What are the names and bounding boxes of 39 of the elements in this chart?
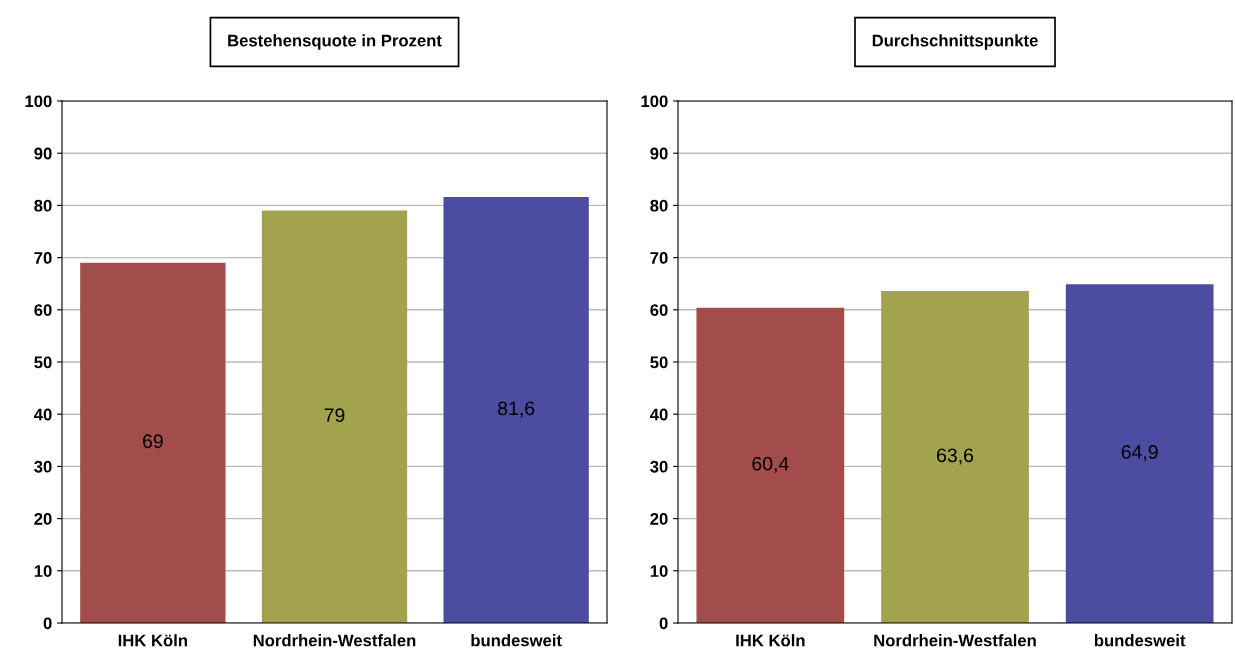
bar <box>80 262 226 623</box>
y-tick-label: 80 <box>34 199 52 212</box>
data-label: 63,6 <box>937 448 974 465</box>
y-tick-label: 10 <box>650 565 668 577</box>
y-tick-label: 100 <box>641 95 668 108</box>
data-label: 60,4 <box>752 456 789 473</box>
y-tick-label: 50 <box>34 356 52 369</box>
data-label: 64,9 <box>1121 445 1158 462</box>
y-tick-label: 70 <box>34 252 52 264</box>
x-tick-label: bundesweit <box>471 634 562 647</box>
x-tick-label: IHK Köln <box>118 634 187 647</box>
y-tick-label: 20 <box>650 513 668 525</box>
y-tick-label: 0 <box>43 617 52 630</box>
y-tick-label: 90 <box>34 147 52 160</box>
data-label: 79 <box>324 408 345 423</box>
chart-title: Durchschnittspunkte <box>872 34 1038 50</box>
data-label: 81,6 <box>498 401 535 418</box>
y-tick-label: 100 <box>25 95 52 108</box>
bar <box>443 197 589 623</box>
y-tick-label: 30 <box>34 460 52 473</box>
chart-title: Bestehensquote in Prozent <box>228 34 442 50</box>
y-tick-label: 0 <box>659 617 668 630</box>
y-tick-label: 80 <box>650 199 668 212</box>
x-tick-label: bundesweit <box>1094 634 1186 647</box>
y-tick-label: 40 <box>649 408 668 421</box>
y-tick-label: 40 <box>33 408 52 421</box>
y-tick-label: 60 <box>650 304 668 316</box>
y-tick-label: 60 <box>34 304 52 316</box>
data-label: 69 <box>143 434 163 449</box>
x-tick-label: IHK Köln <box>736 634 805 647</box>
y-tick-label: 20 <box>34 513 52 525</box>
bar <box>261 210 408 623</box>
y-tick-label: 70 <box>650 252 668 264</box>
x-tick-label: Nordrhein-Westfalen <box>253 634 416 647</box>
y-tick-label: 90 <box>650 147 668 160</box>
x-tick-label: Nordrhein-Westfalen <box>874 634 1036 647</box>
y-tick-label: 30 <box>650 460 668 473</box>
y-tick-label: 50 <box>650 356 668 369</box>
y-tick-label: 10 <box>34 565 52 577</box>
